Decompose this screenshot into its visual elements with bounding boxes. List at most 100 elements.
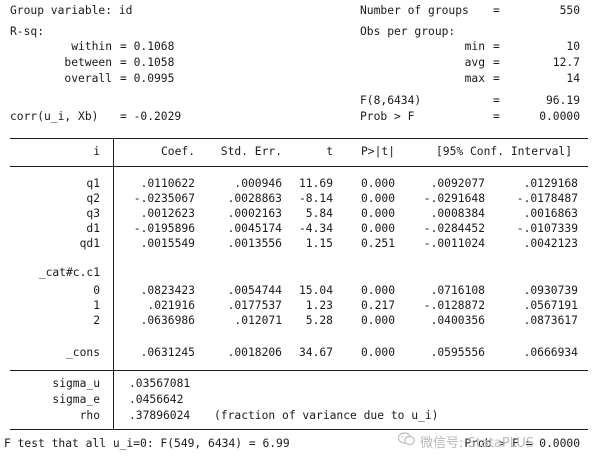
n-groups-label: Number of groups [360, 4, 469, 17]
row-se: .0018206 [227, 346, 282, 359]
row-p: 0.000 [360, 177, 395, 190]
f-eq: = [493, 94, 500, 107]
row-p: 0.000 [360, 192, 395, 205]
row-name: q2 [86, 192, 100, 205]
row-name: q3 [86, 207, 100, 220]
group-label: _cat#c.c1 [38, 266, 100, 279]
table-bottom-rule [10, 429, 588, 430]
row-coef: .0636986 [140, 314, 195, 327]
row-p: 0.251 [360, 237, 395, 250]
row-t: 15.04 [298, 284, 333, 297]
sigma-u-value: .03567081 [129, 377, 191, 390]
row-t: 34.67 [298, 346, 333, 359]
overall-value: = 0.0995 [120, 72, 175, 85]
table-header-rule [10, 166, 588, 167]
row-name: 2 [93, 314, 100, 327]
row-t: 11.69 [298, 177, 333, 190]
min-label: min [464, 40, 485, 53]
avg-label: avg [464, 56, 485, 69]
row-p: 0.000 [360, 314, 395, 327]
col-header-p: P>|t| [360, 145, 395, 158]
overall-label: overall [64, 72, 112, 85]
col-header-ci: [95% Conf. Interval] [436, 145, 573, 158]
wechat-icon [398, 432, 415, 446]
row-coef: .0631245 [140, 346, 195, 359]
probf-eq: = [493, 110, 500, 123]
row-coef: .0012623 [140, 207, 195, 220]
table-column-divider [113, 138, 114, 430]
row-coef: .0015549 [140, 237, 195, 250]
row-se: .0177537 [227, 299, 282, 312]
row-name: qd1 [79, 237, 100, 250]
row-ci-high: .0016863 [523, 207, 578, 220]
row-se: .0045174 [227, 222, 282, 235]
max-label: max [464, 72, 485, 85]
row-ci-low: -.0128872 [423, 299, 485, 312]
row-name: d1 [86, 222, 100, 235]
row-se: .000946 [234, 177, 282, 190]
min-eq: = [493, 40, 500, 53]
col-header-t: t [326, 145, 333, 158]
row-p: 0.000 [360, 222, 395, 235]
f-label: F(8,6434) [360, 94, 422, 107]
row-ci-high: .0567191 [523, 299, 578, 312]
group-variable: Group variable: id [10, 4, 133, 17]
row-t: 5.28 [305, 314, 333, 327]
row-t: 1.15 [305, 237, 333, 250]
row-name: q1 [86, 177, 100, 190]
sigma-e-value: .0456642 [129, 393, 184, 406]
row-p: 0.000 [360, 346, 395, 359]
within-label: within [71, 40, 112, 53]
avg-value: 12.7 [552, 56, 580, 69]
between-value: = 0.1058 [120, 56, 175, 69]
row-ci-low: -.0011024 [423, 237, 485, 250]
n-groups-eq: = [493, 4, 500, 17]
obs-per-group-label: Obs per group: [360, 25, 456, 38]
avg-eq: = [493, 56, 500, 69]
table-sigma-rule [10, 370, 588, 371]
watermark-text: 微信号: StataPLUS [420, 436, 535, 451]
row-ci-low: .0400356 [430, 314, 485, 327]
row-ci-high: -.0178487 [516, 192, 578, 205]
f-value: 96.19 [545, 94, 580, 107]
row-coef: -.0235067 [133, 192, 195, 205]
row-coef: -.0195896 [133, 222, 195, 235]
row-t: -8.14 [298, 192, 333, 205]
row-ci-high: .0042123 [523, 237, 578, 250]
row-ci-high: .0129168 [523, 177, 578, 190]
row-t: 1.23 [305, 299, 333, 312]
n-groups-value: 550 [559, 4, 580, 17]
corr-value: = -0.2029 [120, 110, 182, 123]
row-t: 5.84 [305, 207, 333, 220]
rho-label: rho [79, 409, 100, 422]
row-p: 0.000 [360, 207, 395, 220]
row-name: 1 [93, 299, 100, 312]
row-ci-high: .0666934 [523, 346, 578, 359]
row-se: .012071 [234, 314, 282, 327]
row-ci-low: -.0291648 [423, 192, 485, 205]
row-se: .0028863 [227, 192, 282, 205]
max-value: 14 [566, 72, 580, 85]
row-ci-high: -.0107339 [516, 222, 578, 235]
row-p: 0.000 [360, 284, 395, 297]
probf-label: Prob > F [360, 110, 415, 123]
row-ci-low: .0092077 [430, 177, 485, 190]
rho-note: (fraction of variance due to u_i) [214, 409, 439, 422]
sigma-u-label: sigma_u [52, 377, 100, 390]
ftest-text: F test that all u_i=0: F(549, 6434) = 6.… [4, 437, 290, 450]
row-se: .0054744 [227, 284, 282, 297]
min-value: 10 [566, 40, 580, 53]
row-se: .0013556 [227, 237, 282, 250]
rho-value: .37896024 [129, 409, 191, 422]
col-header-coef: Coef. [160, 145, 195, 158]
rsq-label: R-sq: [10, 25, 45, 38]
corr-label: corr(u_i, Xb) [10, 110, 99, 123]
row-name: _cons [65, 346, 100, 359]
within-value: = 0.1068 [120, 40, 175, 53]
row-p: 0.217 [360, 299, 395, 312]
sigma-e-label: sigma_e [52, 393, 100, 406]
row-coef: .0110622 [140, 177, 195, 190]
row-ci-low: .0716108 [430, 284, 485, 297]
max-eq: = [493, 72, 500, 85]
col-header-se: Std. Err. [220, 145, 282, 158]
